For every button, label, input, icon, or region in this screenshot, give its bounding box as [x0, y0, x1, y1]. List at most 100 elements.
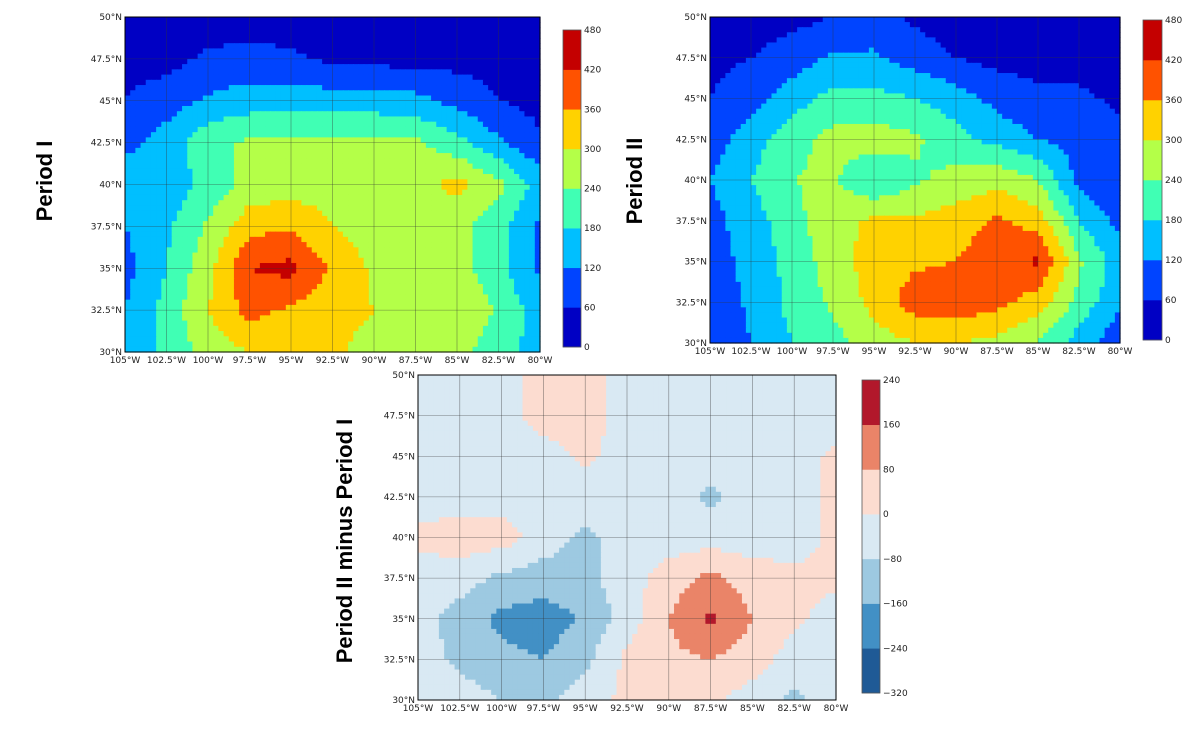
contour-cell — [311, 189, 318, 196]
contour-cell — [337, 58, 344, 65]
contour-cell — [259, 200, 266, 207]
contour-cell — [348, 268, 354, 275]
contour-cell — [488, 247, 494, 254]
contour-cell — [135, 247, 142, 254]
contour-cell — [187, 153, 194, 159]
contour-cell — [472, 189, 479, 196]
contour-cell — [446, 194, 453, 201]
contour-cell — [202, 194, 209, 201]
contour-cell — [192, 336, 199, 343]
contour-cell — [285, 158, 292, 165]
contour-cell — [228, 189, 235, 196]
contour-cell — [493, 58, 500, 65]
contour-cell — [327, 90, 334, 97]
contour-cell — [265, 194, 271, 201]
contour-cell — [249, 27, 256, 34]
contour-cell — [275, 142, 282, 149]
contour-cell — [488, 147, 494, 154]
contour-cell — [166, 163, 173, 170]
contour-cell — [389, 283, 396, 290]
contour-cell — [218, 22, 225, 29]
contour-cell — [482, 58, 489, 65]
contour-cell — [254, 194, 261, 201]
contour-cell — [467, 231, 474, 238]
contour-cell — [493, 215, 500, 222]
contour-cell — [259, 121, 266, 128]
contour-cell — [197, 95, 204, 102]
contour-cell — [457, 37, 463, 44]
contour-cell — [140, 315, 147, 322]
contour-cell — [202, 299, 209, 306]
contour-cell — [311, 158, 318, 165]
contour-cell — [265, 121, 271, 128]
contour-cell — [311, 116, 318, 123]
contour-cell — [156, 147, 162, 154]
contour-cell — [508, 179, 515, 186]
contour-cell — [415, 184, 422, 191]
contour-cell — [493, 184, 500, 191]
contour-cell — [166, 137, 173, 144]
contour-cell — [358, 168, 365, 175]
contour-cell — [415, 215, 422, 222]
contour-cell — [176, 315, 183, 322]
contour-cell — [358, 184, 365, 191]
contour-cell — [337, 32, 344, 39]
contour-cell — [233, 304, 240, 311]
contour-cell — [477, 158, 484, 165]
contour-cell — [197, 200, 204, 207]
contour-cell — [239, 194, 245, 201]
contour-cell — [425, 304, 432, 311]
contour-cell — [534, 299, 541, 306]
contour-cell — [493, 252, 500, 259]
contour-cell — [182, 121, 188, 128]
contour-cell — [150, 53, 157, 60]
contour-cell — [389, 263, 396, 269]
contour-cell — [233, 32, 240, 39]
contour-cell — [374, 37, 380, 44]
contour-cell — [482, 200, 489, 207]
contour-cell — [332, 210, 339, 217]
contour-cell — [239, 17, 245, 23]
contour-cell — [156, 100, 162, 107]
contour-cell — [171, 252, 178, 259]
contour-cell — [140, 105, 147, 112]
contour-cell — [249, 283, 256, 290]
contour-cell — [202, 17, 209, 23]
contour-cell — [327, 231, 334, 238]
contour-cell — [140, 95, 147, 102]
contour-cell — [270, 163, 277, 170]
contour-cell — [472, 153, 479, 159]
contour-cell — [182, 64, 188, 70]
contour-cell — [457, 121, 463, 128]
contour-cell — [374, 95, 380, 102]
contour-cell — [446, 69, 453, 76]
contour-cell — [436, 325, 443, 332]
contour-cell — [135, 179, 142, 186]
contour-cell — [156, 336, 162, 343]
contour-cell — [171, 100, 178, 107]
contour-cell — [519, 283, 526, 290]
contour-cell — [166, 325, 173, 332]
contour-cell — [508, 43, 515, 49]
contour-cell — [259, 79, 266, 86]
contour-cell — [192, 278, 199, 285]
contour-cell — [254, 43, 261, 49]
contour-cell — [301, 194, 308, 201]
contour-cell — [420, 174, 427, 180]
contour-cell — [213, 205, 219, 212]
contour-cell — [259, 299, 266, 306]
contour-cell — [529, 121, 536, 128]
contour-cell — [420, 27, 427, 34]
contour-cell — [472, 268, 479, 275]
contour-cell — [441, 158, 448, 165]
contour-cell — [368, 263, 375, 269]
contour-cell — [498, 278, 505, 285]
contour-cell — [296, 163, 302, 170]
contour-cell — [493, 27, 500, 34]
contour-cell — [529, 132, 536, 138]
contour-cell — [208, 163, 214, 170]
contour-cell — [311, 48, 318, 55]
contour-cell — [472, 273, 479, 280]
contour-cell — [166, 283, 173, 290]
contour-cell — [353, 320, 360, 327]
